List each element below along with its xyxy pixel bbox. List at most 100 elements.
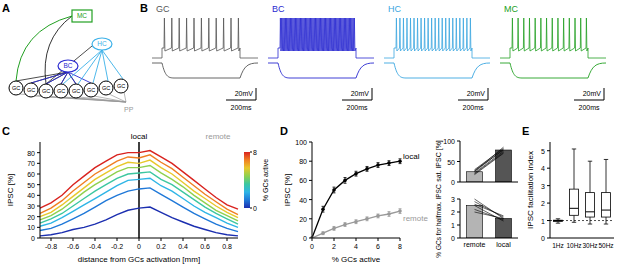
x-tick-label: 4	[354, 243, 358, 250]
figure: AMCHCBCGCGCGCGCGCGCGCGCPPBGC20mV200msBC2…	[0, 0, 617, 267]
reference-line	[550, 220, 614, 221]
whisker-cap	[604, 159, 608, 160]
colorbar-tick	[250, 152, 252, 153]
hc-axon	[102, 50, 123, 79]
colorbar	[244, 152, 250, 208]
plot-area	[310, 159, 402, 238]
y-tick	[457, 141, 460, 142]
pair-line	[475, 212, 504, 219]
bar	[467, 206, 483, 239]
voltage-trace	[500, 18, 606, 58]
pair-line	[475, 153, 504, 174]
y-tick	[547, 168, 550, 169]
node-label: GC	[42, 88, 50, 94]
error-bar	[355, 171, 358, 176]
scale-label: 20mV	[235, 90, 254, 97]
marker	[387, 161, 391, 165]
node-label: BC	[63, 62, 72, 69]
box	[602, 193, 611, 217]
pair-line	[475, 151, 504, 173]
y-tick	[547, 220, 550, 221]
pair-line	[475, 149, 504, 172]
node-label: GC	[12, 85, 20, 91]
error-bar	[322, 232, 325, 235]
error-bar	[333, 187, 336, 193]
box	[554, 220, 563, 221]
marker	[365, 167, 369, 171]
x-tick	[73, 238, 74, 241]
y-tick-label: 0	[303, 235, 307, 242]
y-tick	[37, 195, 40, 196]
x-tick	[161, 238, 162, 241]
y-tick-label: 2	[451, 209, 455, 216]
y-tick	[37, 227, 40, 228]
x-tick-label: -0.8	[45, 243, 57, 250]
y-tick	[457, 161, 460, 162]
node-label: GC	[87, 87, 95, 93]
node-gc	[39, 84, 53, 98]
colorbar-tick	[250, 208, 252, 209]
y-tick-label: 10	[27, 224, 35, 231]
node-label: MC	[77, 12, 87, 19]
y-tick	[37, 216, 40, 217]
median	[586, 211, 595, 212]
pair-line	[475, 202, 504, 218]
box	[586, 193, 595, 217]
error-bar	[377, 163, 380, 168]
series-label: remote	[403, 214, 428, 223]
error-bar	[377, 214, 380, 218]
error-bar	[388, 212, 391, 217]
series-line	[312, 161, 400, 238]
error-bar	[399, 159, 402, 164]
series-line	[40, 151, 238, 210]
node-gc	[84, 83, 98, 97]
node-label: HC	[97, 40, 107, 47]
x-tick	[51, 238, 52, 241]
panel-letter: E	[522, 125, 529, 137]
panel-letter: D	[280, 125, 288, 137]
whisker-cap	[588, 161, 592, 162]
y-axis-line	[312, 142, 313, 238]
x-tick	[183, 238, 184, 241]
colorbar-label: % GCs active	[262, 159, 269, 202]
whisker-high	[606, 159, 607, 192]
y-tick	[457, 212, 460, 213]
marker	[387, 212, 391, 216]
scale-bar	[574, 88, 604, 100]
hc-axon	[78, 50, 102, 84]
median	[554, 220, 563, 221]
error-bar	[399, 209, 402, 214]
marker	[398, 159, 402, 163]
node-label: GC	[117, 83, 125, 89]
y-tick-label: 0	[451, 179, 455, 186]
whisker-high	[590, 161, 591, 192]
x-axis-line	[550, 238, 614, 239]
y-tick-label: 5	[541, 148, 545, 155]
connections	[16, 16, 126, 102]
x-tick	[205, 238, 206, 241]
y-tick-label: 4	[541, 165, 545, 172]
error-bar	[366, 217, 369, 221]
y-tick	[309, 199, 312, 200]
x-tick-label: 0.8	[222, 243, 232, 250]
whisker-cap	[604, 224, 608, 225]
error-bar	[344, 223, 347, 227]
colorbar-tick-label: 8	[253, 149, 257, 156]
pp-fiber	[79, 97, 126, 102]
voltage-trace	[384, 18, 490, 58]
marker	[398, 209, 402, 213]
x-tick-label: 0	[310, 243, 314, 250]
scale-bar	[342, 88, 372, 100]
pair-line	[475, 204, 504, 216]
plot-area	[467, 199, 512, 238]
x-tick-label: 10Hz	[566, 242, 581, 249]
x-tick	[139, 238, 140, 241]
x-tick	[117, 238, 118, 241]
x-tick-label: local	[496, 241, 511, 248]
marker	[376, 163, 380, 167]
y-tick-label: 2	[541, 200, 545, 207]
x-axis-line	[460, 238, 518, 239]
node-interneuron	[92, 38, 112, 50]
x-tick	[95, 238, 96, 241]
reference-line	[138, 142, 140, 238]
